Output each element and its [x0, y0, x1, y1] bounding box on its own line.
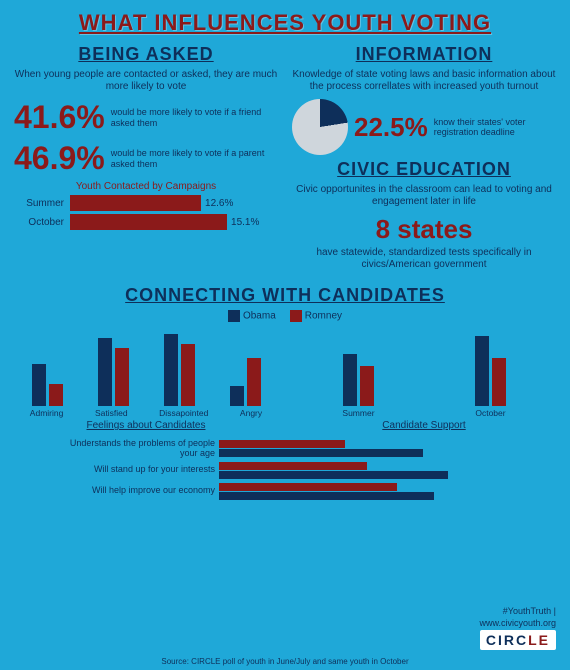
- civic-subtitle: Civic opportunites in the classroom can …: [292, 184, 556, 208]
- bottom-bars: [219, 439, 515, 458]
- logo-suffix: LE: [528, 632, 550, 648]
- being-asked-subtitle: When young people are contacted or asked…: [14, 69, 278, 93]
- contacted-hbar-chart: Summer 12.6% October 15.1%: [14, 195, 278, 230]
- stat-friend: 41.6% would be more likely to vote if a …: [14, 99, 278, 136]
- vbar-group: [98, 338, 129, 406]
- hbar-row: Summer 12.6%: [14, 195, 278, 211]
- vbar-group: [475, 336, 506, 406]
- logo-prefix: CIRC: [486, 632, 528, 648]
- connecting-charts: Admiring Satisfied Dissapointed Angry Feeli…: [14, 306, 556, 431]
- vbar-obama: [475, 336, 489, 406]
- hbar-fill: [70, 214, 227, 230]
- vbar-romney: [360, 366, 374, 406]
- legend-item: Obama: [228, 310, 276, 322]
- civic-desc: have statewide, standardized tests speci…: [292, 247, 556, 271]
- hbar-label: Summer: [14, 198, 64, 209]
- being-asked-title: BEING ASKED: [14, 44, 278, 65]
- support-bars: [292, 326, 556, 406]
- vbar-group: [343, 354, 374, 406]
- support-caption: Candidate Support: [292, 420, 556, 431]
- support-chart: Summer October Candidate Support: [292, 306, 556, 431]
- hashtag: #YouthTruth |: [503, 606, 556, 616]
- bottom-row: Understands the problems of people your …: [55, 439, 515, 459]
- vbar-romney: [492, 358, 506, 406]
- bottom-bar-romney: [219, 440, 345, 448]
- vbar-romney: [247, 358, 261, 406]
- vbar-romney: [115, 348, 129, 406]
- hbar-row: October 15.1%: [14, 214, 278, 230]
- civic-value: 8 states: [292, 214, 556, 245]
- support-labels: Summer October: [292, 408, 556, 418]
- bottom-label: Will help improve our economy: [55, 486, 215, 496]
- footer-url: www.civicyouth.org: [479, 618, 556, 628]
- legend: Obama Romney: [14, 310, 556, 322]
- hbar-label: October: [14, 217, 64, 228]
- vbar-label: Admiring: [30, 408, 64, 418]
- vbar-group: [32, 364, 63, 406]
- vbar-label: Satisfied: [95, 408, 128, 418]
- connecting-section: CONNECTING WITH CANDIDATES Obama Romney A…: [14, 285, 556, 501]
- vbar-label: Dissapointed: [159, 408, 208, 418]
- hbar-track: 12.6%: [70, 195, 278, 211]
- legend-swatch: [290, 310, 302, 322]
- vbar-obama: [98, 338, 112, 406]
- vbar-romney: [181, 344, 195, 406]
- information-desc: know their states' voter registration de…: [434, 117, 556, 138]
- information-stat: 22.5% know their states' voter registrat…: [292, 99, 556, 155]
- vbar-obama: [230, 386, 244, 406]
- bottom-bar-obama: [219, 492, 434, 500]
- hbar-fill: [70, 195, 201, 211]
- bottom-hbar-chart: Understands the problems of people your …: [55, 439, 515, 501]
- bottom-row: Will stand up for your interests: [55, 461, 515, 480]
- feelings-chart: Admiring Satisfied Dissapointed Angry Feeli…: [14, 306, 278, 431]
- bottom-label: Will stand up for your interests: [55, 465, 215, 475]
- top-columns: BEING ASKED When young people are contac…: [14, 44, 556, 277]
- bottom-bar-obama: [219, 449, 423, 457]
- pie-chart: [292, 99, 348, 155]
- bottom-bar-obama: [219, 471, 448, 479]
- bottom-bars: [219, 482, 515, 501]
- contacted-chart-title: Youth Contacted by Campaigns: [14, 181, 278, 192]
- civic-title: CIVIC EDUCATION: [292, 159, 556, 180]
- vbar-obama: [343, 354, 357, 406]
- connecting-title: CONNECTING WITH CANDIDATES: [14, 285, 556, 306]
- stat-friend-desc: would be more likely to vote if a friend…: [111, 107, 278, 128]
- vbar-romney: [49, 384, 63, 406]
- legend-item: Romney: [290, 310, 342, 322]
- being-asked-section: BEING ASKED When young people are contac…: [14, 44, 278, 277]
- feelings-labels: Admiring Satisfied Dissapointed Angry: [14, 408, 278, 418]
- stat-parent-desc: would be more likely to vote if a parent…: [111, 148, 278, 169]
- stat-parent: 46.9% would be more likely to vote if a …: [14, 140, 278, 177]
- bottom-row: Will help improve our economy: [55, 482, 515, 501]
- vbar-label: October: [475, 408, 505, 418]
- vbar-group: [230, 358, 261, 406]
- bottom-bar-romney: [219, 462, 367, 470]
- vbar-label: Summer: [342, 408, 374, 418]
- right-column: INFORMATION Knowledge of state voting la…: [292, 44, 556, 277]
- information-title: INFORMATION: [292, 44, 556, 65]
- hbar-value: 12.6%: [205, 198, 233, 209]
- bottom-bars: [219, 461, 515, 480]
- bottom-bar-romney: [219, 483, 397, 491]
- footer: #YouthTruth | www.civicyouth.org CIRCLE: [479, 606, 556, 650]
- bottom-label: Understands the problems of people your …: [55, 439, 215, 459]
- circle-logo: CIRCLE: [480, 630, 556, 650]
- vbar-label: Angry: [240, 408, 262, 418]
- hbar-track: 15.1%: [70, 214, 278, 230]
- hbar-value: 15.1%: [231, 217, 259, 228]
- main-title: WHAT INFLUENCES YOUTH VOTING: [14, 10, 556, 36]
- vbar-obama: [32, 364, 46, 406]
- feelings-bars: [14, 326, 278, 406]
- vbar-obama: [164, 334, 178, 406]
- stat-friend-value: 41.6%: [14, 99, 105, 136]
- feelings-caption: Feelings about Candidates: [14, 420, 278, 431]
- source-line: Source: CIRCLE poll of youth in June/Jul…: [0, 657, 570, 666]
- information-subtitle: Knowledge of state voting laws and basic…: [292, 69, 556, 93]
- legend-swatch: [228, 310, 240, 322]
- information-value: 22.5%: [354, 112, 428, 143]
- stat-parent-value: 46.9%: [14, 140, 105, 177]
- vbar-group: [164, 334, 195, 406]
